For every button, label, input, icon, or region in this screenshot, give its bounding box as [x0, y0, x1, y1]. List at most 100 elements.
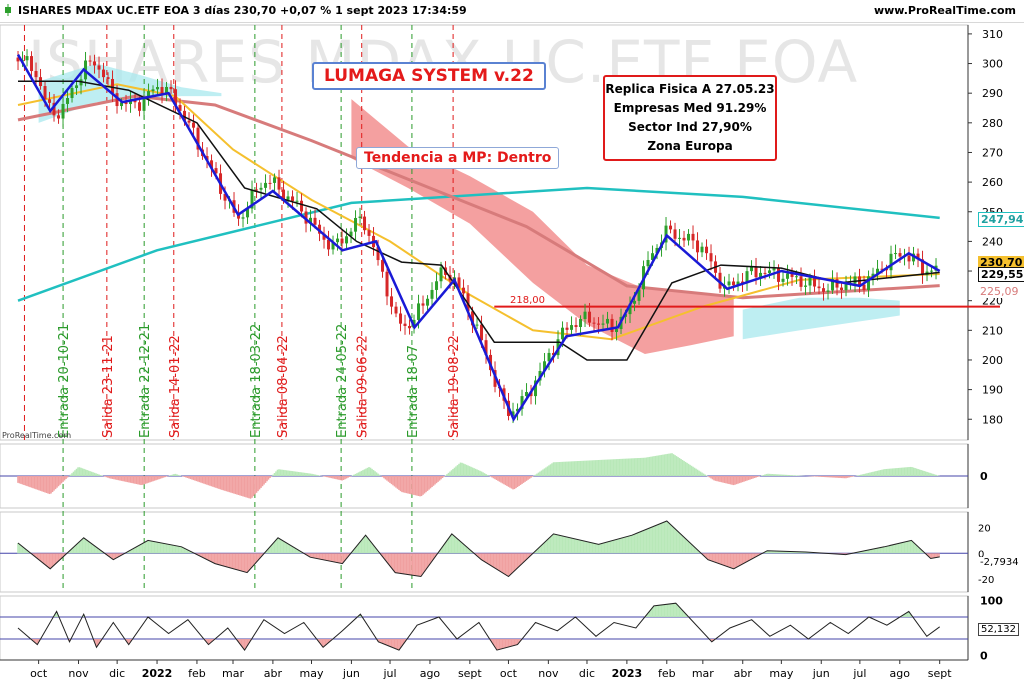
candle-body	[565, 327, 569, 330]
candle-body	[835, 279, 839, 288]
candle-body	[97, 65, 101, 70]
candle-body	[597, 323, 601, 325]
candle-body	[732, 281, 736, 286]
x-tick-label: abr	[734, 667, 753, 680]
level-value-label: 218,00	[510, 295, 545, 306]
x-tick-label: abr	[264, 667, 283, 680]
tenkan-line	[16, 53, 941, 422]
chart-header: ISHARES MDAX UC.ETF EOA 3 días 230,70 +0…	[0, 0, 1024, 23]
candle-body	[435, 281, 439, 290]
x-tick-label: 2022	[142, 667, 173, 680]
y-tick-label: 280	[982, 117, 1003, 130]
osc2-tick-label: 20	[978, 523, 991, 534]
candle-body	[30, 56, 34, 72]
candle-body	[912, 253, 916, 262]
candle-body	[327, 239, 331, 250]
candle-body	[466, 293, 470, 312]
signal-label: Salida 23-11-21	[101, 335, 116, 438]
sma200-line	[17, 186, 940, 302]
signal-label: Salida 08-04-22	[276, 335, 291, 438]
candle-body	[403, 323, 407, 326]
candle-body	[790, 273, 794, 277]
candle-body	[547, 352, 551, 362]
candle-body	[511, 411, 515, 416]
candle-body	[259, 187, 263, 190]
x-tick-label: may	[769, 667, 793, 680]
candle-body	[120, 102, 124, 107]
candle-body	[111, 78, 115, 94]
candle-body	[592, 322, 596, 324]
candle-body	[880, 268, 884, 270]
candle-body	[115, 93, 119, 107]
candle-body	[169, 86, 173, 90]
candle-body	[390, 296, 394, 307]
candle-body	[250, 189, 254, 209]
candle-body	[138, 102, 142, 111]
info-line: Zona Europa	[647, 139, 733, 153]
candle-body	[898, 253, 902, 257]
candle-body	[214, 168, 218, 174]
candle-body	[475, 324, 479, 326]
candle-body	[183, 110, 187, 121]
candle-body	[331, 242, 335, 250]
candle-body	[363, 216, 367, 231]
candle-body	[129, 100, 133, 105]
candle-body	[178, 105, 182, 111]
candle-body	[210, 160, 214, 169]
candle-body	[174, 89, 178, 106]
candle-body	[246, 208, 250, 218]
candle-body	[124, 102, 128, 105]
candle-body	[273, 177, 277, 183]
candle-body	[16, 57, 20, 62]
candle-body	[696, 240, 700, 253]
y-tick-label: 290	[982, 87, 1003, 100]
candle-body	[187, 120, 191, 123]
candle-body	[462, 287, 466, 294]
candle-body	[678, 237, 682, 239]
candle-body	[871, 273, 875, 277]
candle-body	[295, 200, 299, 202]
candle-body	[300, 200, 304, 212]
candle-body	[70, 88, 74, 99]
system-label: LUMAGA SYSTEM v.22	[312, 62, 546, 90]
candle-body	[367, 230, 371, 236]
x-tick-label: may	[300, 667, 324, 680]
candle-body	[916, 253, 920, 260]
candle-body	[349, 231, 353, 237]
candle-body	[520, 396, 524, 409]
candle-body	[309, 217, 313, 224]
candle-body	[255, 189, 259, 191]
candle-body	[561, 327, 565, 340]
candle-body	[75, 85, 79, 89]
sma200-value-badge: 247,94	[978, 212, 1024, 227]
candle-body	[471, 311, 475, 326]
signal-label: Salida 09-06-22	[356, 335, 371, 438]
candle-body	[826, 290, 830, 292]
y-tick-label: 200	[982, 354, 1003, 367]
signal-label: Entrada 22-12-21	[138, 324, 153, 438]
candle-body	[601, 323, 605, 325]
osc3-tick-label: 100	[980, 594, 1003, 607]
osc2-tick-label: -20	[978, 575, 994, 586]
candle-body	[763, 272, 767, 274]
candle-body	[813, 277, 817, 287]
trend-label: Tendencia a MP: Dentro	[356, 147, 560, 169]
candle-body	[66, 98, 70, 104]
y-tick-label: 310	[982, 28, 1003, 41]
candle-body	[48, 99, 52, 103]
candle-body	[930, 270, 934, 272]
candle-body	[192, 122, 196, 128]
x-tick-label: ago	[420, 667, 441, 680]
candle-body	[340, 238, 344, 244]
x-tick-label: sept	[928, 667, 952, 680]
sma50-value-badge: 225,09	[978, 285, 1021, 298]
candle-body	[759, 272, 763, 278]
candle-body	[345, 236, 349, 244]
osc3-value-badge: 52,132	[978, 623, 1019, 636]
info-line: Empresas Med 91.29%	[613, 101, 767, 115]
candle-body	[408, 325, 412, 329]
candle-body	[840, 287, 844, 291]
candle-body	[34, 71, 38, 78]
candle-body	[768, 270, 772, 274]
